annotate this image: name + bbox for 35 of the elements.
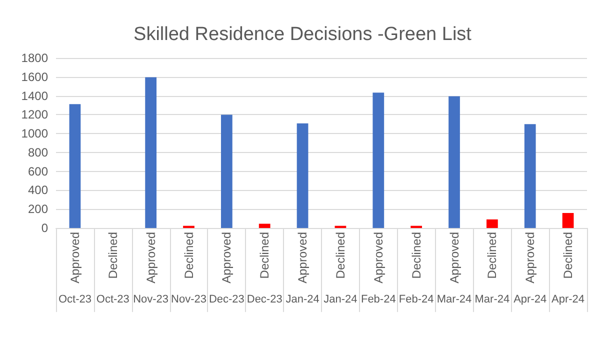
category-label: Declined Nov-23: [171, 232, 206, 306]
category-label: Approved Dec-23: [208, 232, 244, 306]
y-tick-label: 1600: [21, 70, 48, 84]
category-label: Approved Nov-23: [133, 232, 169, 306]
category-label: Declined Mar-24: [474, 232, 510, 306]
y-tick-label: 1200: [21, 108, 48, 122]
chart-title: Skilled Residence Decisions -Green List: [134, 24, 472, 45]
y-tick-label: 0: [41, 221, 48, 235]
bar: [258, 224, 270, 228]
bar: [220, 114, 232, 228]
bar: [486, 219, 498, 228]
category-label: Declined Oct-23: [96, 232, 130, 306]
bar: [562, 212, 574, 228]
category-label: Approved Feb-24: [360, 232, 396, 306]
category-label: Declined Apr-24: [552, 232, 585, 306]
bar: [145, 77, 157, 228]
bar: [524, 124, 536, 228]
y-tick-label: 1000: [21, 126, 48, 141]
category-label: Declined Jan-24: [324, 232, 358, 306]
y-tick-label: 1800: [21, 51, 48, 65]
y-tick-label: 600: [28, 164, 48, 178]
category-label: Approved Jan-24: [286, 232, 320, 306]
bar: [296, 123, 308, 228]
bar: [69, 104, 81, 228]
category-label: Approved Mar-24: [436, 232, 472, 306]
category-label: Declined Dec-23: [246, 232, 282, 306]
y-tick-label: 200: [28, 202, 48, 216]
y-tick-label: 400: [28, 183, 48, 198]
y-tick-label: 800: [28, 145, 48, 160]
y-tick-label: 1400: [21, 88, 48, 103]
bar: [372, 92, 384, 228]
bar: [448, 96, 460, 228]
category-label: Declined Feb-24: [398, 232, 434, 306]
category-label: Approved Apr-24: [514, 232, 547, 306]
category-label: Approved Oct-23: [58, 232, 92, 306]
